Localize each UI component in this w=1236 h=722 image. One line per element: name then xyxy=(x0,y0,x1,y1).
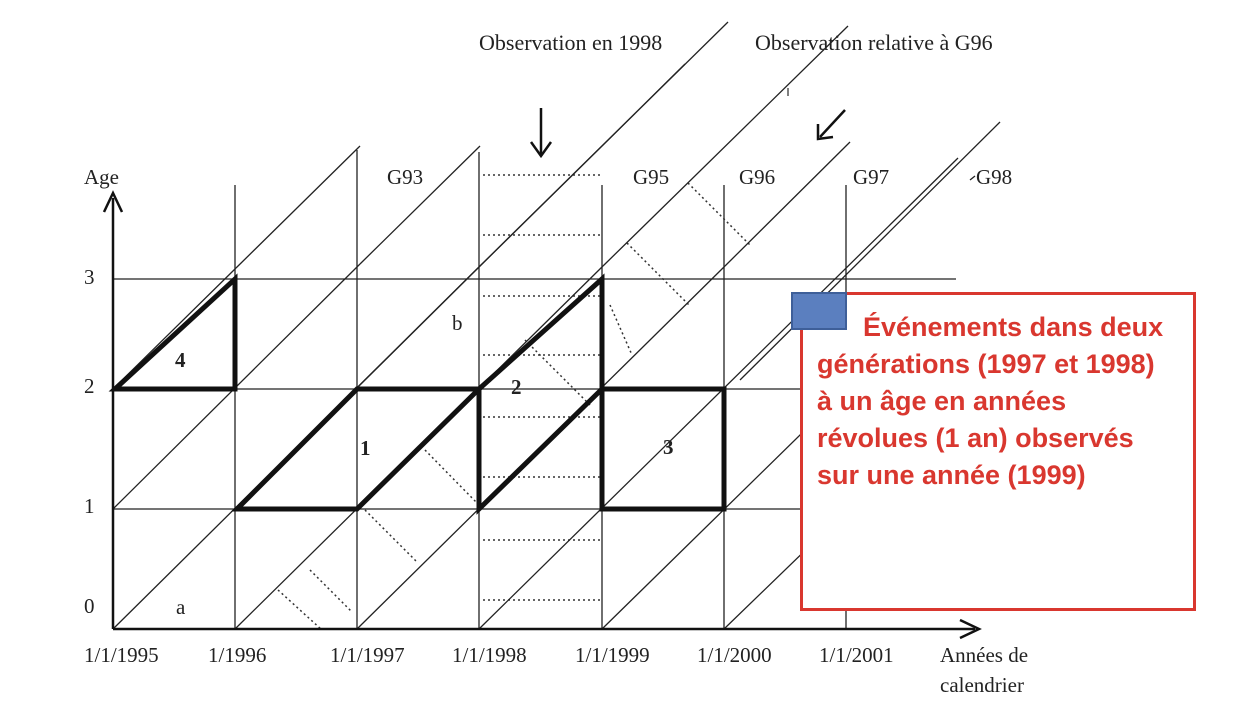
region-1-outline xyxy=(230,386,486,512)
arrow-observation-1998 xyxy=(529,108,553,159)
region-4-label: 4 xyxy=(175,348,186,372)
generation-label-g96: G96 xyxy=(739,165,775,189)
x-tick-1996: 1/1996 xyxy=(208,643,266,667)
observation-1998-label: Observation en 1998 xyxy=(479,30,662,55)
legend-box: Événements dans deux générations (1997 e… xyxy=(791,292,1196,611)
y-tick-2: 2 xyxy=(84,374,95,398)
legend-text: Événements dans deux générations (1997 e… xyxy=(817,312,1164,490)
observation-g96-dotted-lines xyxy=(277,182,751,631)
y-axis xyxy=(102,190,124,629)
generation-label-g98: G98 xyxy=(976,165,1012,189)
highlighted-regions xyxy=(108,273,727,515)
x-tick-2001: 1/1/2001 xyxy=(819,643,894,667)
generation-label-g95: G95 xyxy=(633,165,669,189)
arrow-observation-g96 xyxy=(816,109,846,141)
generation-label-g93: G93 xyxy=(387,165,423,189)
y-tick-1: 1 xyxy=(84,494,95,518)
region-4-outline xyxy=(108,273,238,392)
y-axis-label: Age xyxy=(84,165,119,189)
x-tick-1995: 1/1/1995 xyxy=(84,643,159,667)
observation-g96-label: Observation relative à G96 xyxy=(755,30,993,55)
y-tick-3: 3 xyxy=(84,265,95,289)
x-tick-2000: 1/1/2000 xyxy=(697,643,772,667)
x-tick-1998: 1/1/1998 xyxy=(452,643,527,667)
region-3-outline xyxy=(599,386,727,512)
x-axis-label-line2: calendrier xyxy=(940,673,1024,697)
region-a-label: a xyxy=(176,595,186,619)
region-3-label: 3 xyxy=(663,435,674,459)
region-b-label: b xyxy=(452,311,463,335)
region-1-label: 1 xyxy=(360,436,371,460)
x-tick-1999: 1/1/1999 xyxy=(575,643,650,667)
x-axis-label-line1: Années de xyxy=(940,643,1028,667)
x-axis xyxy=(113,618,982,640)
y-tick-0: 0 xyxy=(84,594,95,618)
legend-swatch xyxy=(791,292,847,330)
region-2-outline xyxy=(476,273,605,515)
region-2-label: 2 xyxy=(511,375,522,399)
generation-label-g97: G97 xyxy=(853,165,889,189)
x-tick-1997: 1/1/1997 xyxy=(330,643,405,667)
observation-1998-dotted-lines xyxy=(483,174,601,601)
